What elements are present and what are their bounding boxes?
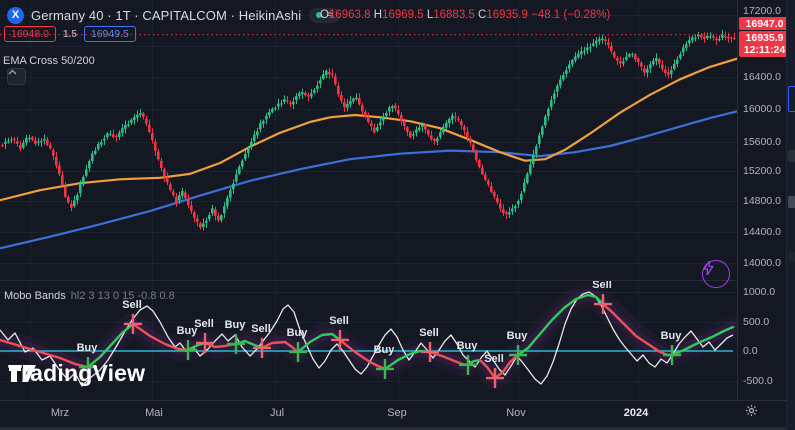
sell-signal-marker <box>486 368 504 389</box>
ohlc-open-value: 16963.8 <box>328 9 371 21</box>
gear-icon <box>746 405 757 416</box>
ohlc-close-label: C <box>478 9 487 21</box>
sell-signal-label: Sell <box>484 353 504 365</box>
price-axis-label: 14400.0 <box>743 226 781 238</box>
ohlc-high-value: 16969.5 <box>382 9 424 21</box>
buy-signal-marker <box>509 345 527 366</box>
price-axis-label: 16000.0 <box>743 103 781 115</box>
ohlc-low-value: 16883.5 <box>433 9 475 21</box>
buy-signal-marker <box>79 357 97 378</box>
buy-signal-label: Buy <box>661 330 683 342</box>
price-axis-label: 15200.0 <box>743 165 781 177</box>
sell-signal-marker <box>253 337 271 358</box>
ohlc-low-label: L <box>426 9 434 21</box>
window-bottom-edge <box>0 427 795 430</box>
buy-signal-label: Buy <box>287 327 309 339</box>
sell-signal-marker <box>124 313 142 334</box>
time-axis[interactable]: Mrz Mai Jul Sep Nov 2024 <box>0 400 786 428</box>
ohlc-readout: O16963.8 H16969.5 L16883.5 C16935.9 −48.… <box>320 9 610 21</box>
sell-signal-label: Sell <box>329 315 349 327</box>
price-axis-label: 500.0 <box>743 316 770 328</box>
symbol-title[interactable]: Germany 40 · 1T · CAPITALCOM · HeikinAsh… <box>31 7 302 23</box>
buy-signal-label: Buy <box>177 325 199 337</box>
sell-signal-marker <box>196 332 214 353</box>
symbol-header: X Germany 40 · 1T · CAPITALCOM · HeikinA… <box>7 6 341 24</box>
sell-signal-label: Sell <box>194 318 214 330</box>
ohlc-change-value: −48.1 (−0.28%) <box>531 9 611 21</box>
price-axis-label: 17200.0 <box>743 5 781 17</box>
buy-signal-marker <box>376 358 394 379</box>
indicator-name: Mobo Bands <box>4 290 66 302</box>
buy-signal-label: Buy <box>457 340 479 352</box>
quick-trade-button[interactable] <box>702 260 730 288</box>
sell-signal-label: Sell <box>592 279 612 291</box>
price-axis-label: 16400.0 <box>743 71 781 83</box>
symbol-logo-icon[interactable]: X <box>7 6 24 24</box>
buy-signal-marker <box>459 354 477 375</box>
current-price-value: 16935.9 <box>745 32 784 44</box>
time-axis-label: Nov <box>506 407 526 419</box>
sell-signal-marker <box>331 329 349 350</box>
bid-ask-row: 16948.0 1.5 16949.5 <box>4 26 136 42</box>
ohlc-open-label: O <box>320 9 329 21</box>
ohlc-high-label: H <box>373 9 383 21</box>
chevron-up-icon <box>8 69 17 75</box>
bar-countdown-value: 12:11:24 <box>743 44 786 56</box>
buy-signal-marker <box>663 345 681 366</box>
sell-signal-label: Sell <box>251 323 271 335</box>
right-toolbar-edge[interactable] <box>786 0 795 430</box>
right-toolbar-chip[interactable] <box>788 196 795 208</box>
sell-signal-label: Sell <box>419 327 439 339</box>
buy-signal-marker <box>227 333 245 354</box>
buy-signal-label: Buy <box>225 319 247 331</box>
spread-value: 1.5 <box>62 28 77 40</box>
price-axis-label: 0.0 <box>743 345 758 357</box>
sell-bid-button[interactable]: 16948.0 <box>4 26 56 42</box>
buy-signal-marker <box>289 341 307 362</box>
lightning-icon <box>703 261 714 275</box>
sell-signal-marker <box>594 294 612 315</box>
right-toolbar-chip[interactable] <box>788 252 795 262</box>
right-toolbar-chip[interactable] <box>788 150 795 162</box>
time-axis-label: Sep <box>387 407 407 419</box>
price-axis-label: 1000.0 <box>743 286 776 298</box>
buy-signal-label: Buy <box>374 344 396 356</box>
buy-signal-label: Buy <box>507 330 529 342</box>
time-axis-label: 2024 <box>623 407 649 419</box>
buy-signal-marker <box>179 340 197 361</box>
tradingview-logo[interactable]: TradingView <box>8 360 145 387</box>
delayed-data-approx-icon: ≈ <box>327 9 334 21</box>
buy-signal-label: Buy <box>77 342 99 354</box>
last-price-label: 16947.0 <box>739 17 790 30</box>
current-price-countdown-label: 16935.9 12:11:24 <box>739 31 790 57</box>
time-axis-label: Mrz <box>50 407 70 419</box>
right-toolbar-active-chip[interactable] <box>788 86 795 112</box>
price-axis-label: 14000.0 <box>743 257 781 269</box>
market-open-dot-icon <box>316 12 323 18</box>
price-axis[interactable]: 16947.0 16935.9 12:11:24 17200.0 16400.0 1… <box>737 0 790 400</box>
time-axis-settings-button[interactable] <box>745 404 763 422</box>
ema-cross-indicator-label[interactable]: EMA Cross 50/200 <box>3 55 95 67</box>
sell-signal-marker <box>421 341 439 362</box>
sell-signal-label: Sell <box>122 299 142 311</box>
ohlc-close-value: 16935.9 <box>486 9 528 21</box>
mobo-bands-indicator-label[interactable]: Mobo Bands hl2 3 13 0 15 -0.8 0.8 <box>4 290 175 302</box>
price-axis-label: 14800.0 <box>743 195 781 207</box>
collapse-pane-button[interactable] <box>7 68 26 85</box>
indicator-params: hl2 3 13 0 15 -0.8 0.8 <box>70 290 175 302</box>
buy-ask-button[interactable]: 16949.5 <box>83 26 136 42</box>
time-axis-label: Jul <box>269 407 285 419</box>
price-axis-label: 15600.0 <box>743 136 781 148</box>
time-axis-label: Mai <box>145 407 163 419</box>
price-axis-label: -500.0 <box>743 375 773 387</box>
tradingview-logo-icon <box>9 365 36 382</box>
market-status-pill[interactable]: ≈ <box>309 7 341 23</box>
